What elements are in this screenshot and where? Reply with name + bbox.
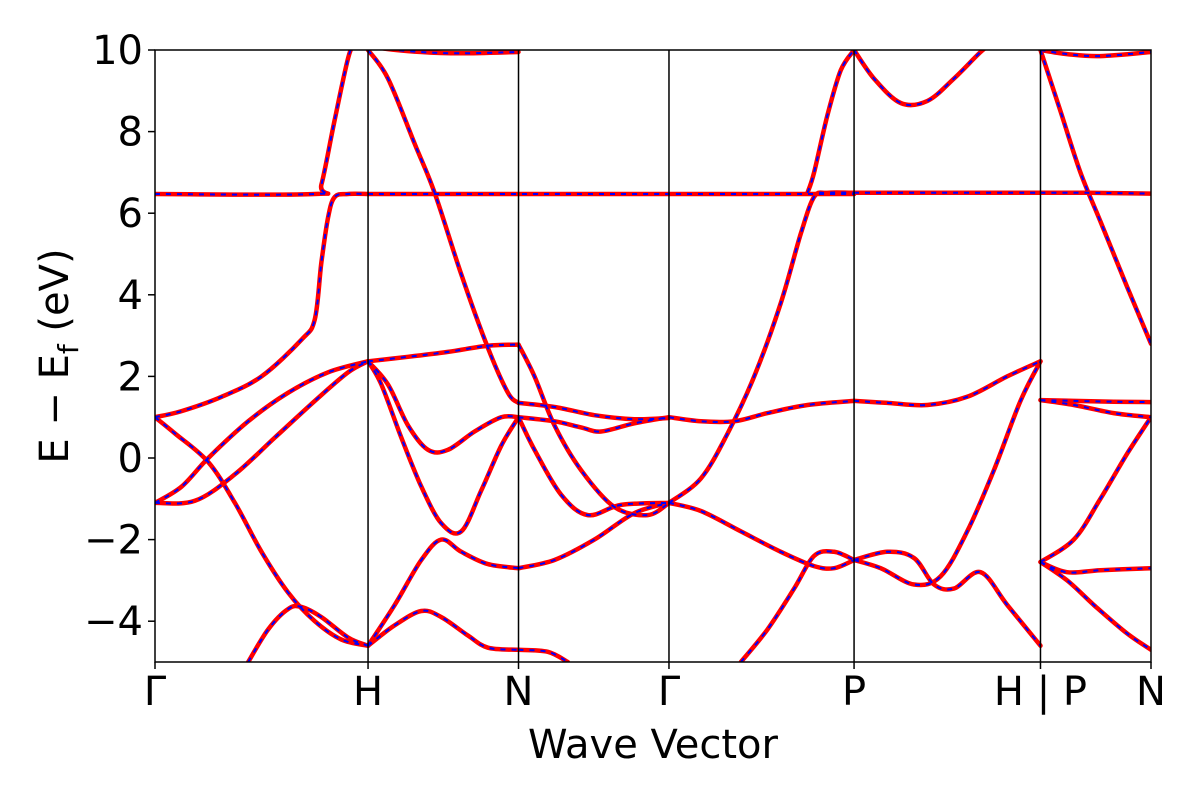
- band-line-red-12: [365, 608, 521, 653]
- band-line-blue-8: [387, 50, 519, 55]
- x-axis-label: Wave Vector: [528, 722, 779, 768]
- band-line-blue-23: [740, 550, 855, 662]
- band-line-blue-1: [155, 50, 352, 196]
- band-line-red-17: [516, 414, 672, 518]
- band-line-blue-11: [367, 360, 520, 535]
- band-line-red-4: [155, 359, 371, 506]
- band-line-blue-12: [367, 609, 519, 651]
- y-axis: −4 −2 0 2 4 6 8 10: [84, 28, 155, 645]
- band-line-red-22: [666, 500, 857, 571]
- band-line-red-31: [1038, 50, 1151, 347]
- band-line-blue-27: [853, 550, 1042, 647]
- band-line-blue-0: [155, 192, 369, 419]
- x-tick-label: P: [842, 669, 866, 715]
- band-line-blue-30: [1040, 50, 1151, 58]
- y-axis-label-unit: (eV): [32, 248, 78, 344]
- band-line-blue-10: [367, 360, 519, 454]
- x-axis: Γ H N Γ P H | P N: [144, 662, 1166, 715]
- band-line-red-6: [365, 50, 521, 406]
- x-tick-label: Γ: [658, 669, 681, 715]
- band-line-blue-24: [806, 50, 855, 194]
- band-line-blue-31: [1039, 50, 1151, 345]
- band-line-blue-5: [247, 604, 369, 662]
- band-lines-blue: [155, 50, 1151, 662]
- band-line-red-26: [851, 359, 1043, 408]
- band-line-blue-19: [518, 648, 569, 662]
- band-line-blue-6: [367, 50, 520, 404]
- band-line-blue-15: [518, 416, 670, 433]
- band-line-blue-34: [1040, 399, 1151, 419]
- band-line-red-8: [380, 50, 521, 56]
- band-line-blue-26: [854, 360, 1041, 407]
- band-line-blue-25: [853, 50, 985, 107]
- y-axis-label-main: E − E: [32, 354, 78, 464]
- plot-frame: [154, 49, 1152, 663]
- band-line-red-21: [666, 190, 857, 506]
- band-line-blue-22: [668, 501, 855, 570]
- band-line-blue-14: [518, 401, 670, 421]
- band-line-blue-28: [853, 360, 1042, 587]
- y-tick-label: 0: [118, 436, 143, 482]
- y-tick-label: 6: [118, 191, 143, 237]
- y-tick-label: −4: [84, 599, 143, 645]
- band-line-blue-20: [668, 399, 855, 424]
- x-tick-label: N: [1136, 669, 1166, 715]
- x-tick-label: N: [504, 669, 534, 715]
- band-lines-red: [155, 50, 1151, 662]
- band-line-red-1: [155, 50, 353, 197]
- band-line-blue-13: [367, 538, 519, 647]
- kpoint-divider-lines: [367, 50, 1042, 662]
- y-tick-label: 10: [92, 28, 143, 74]
- band-line-blue-37: [1039, 561, 1151, 651]
- y-tick-label: −2: [84, 518, 143, 564]
- band-line-red-35: [1038, 414, 1151, 565]
- band-line-blue-16: [517, 344, 670, 517]
- y-tick-label: 2: [118, 354, 143, 400]
- band-line-blue-36: [1040, 561, 1151, 574]
- y-axis-label-subscript: f: [52, 343, 85, 354]
- x-tick-label: H: [353, 669, 383, 715]
- band-line-blue-33: [1040, 399, 1151, 404]
- band-line-blue-35: [1039, 416, 1151, 563]
- band-line-blue-21: [668, 191, 855, 504]
- band-line-blue-3: [155, 360, 369, 504]
- band-line-red-25: [851, 50, 987, 108]
- x-tick-label: H | P: [994, 669, 1087, 715]
- band-line-blue-18: [518, 501, 670, 570]
- band-line-red-20: [666, 398, 857, 425]
- band-line-blue-32: [1040, 191, 1151, 195]
- x-tick-label: Γ: [144, 669, 167, 715]
- y-axis-label: E − Ef (eV): [32, 248, 85, 463]
- y-tick-label: 8: [118, 110, 143, 156]
- y-tick-label: 4: [118, 273, 143, 319]
- band-line-blue-9: [367, 343, 519, 363]
- band-line-blue-2: [155, 416, 369, 647]
